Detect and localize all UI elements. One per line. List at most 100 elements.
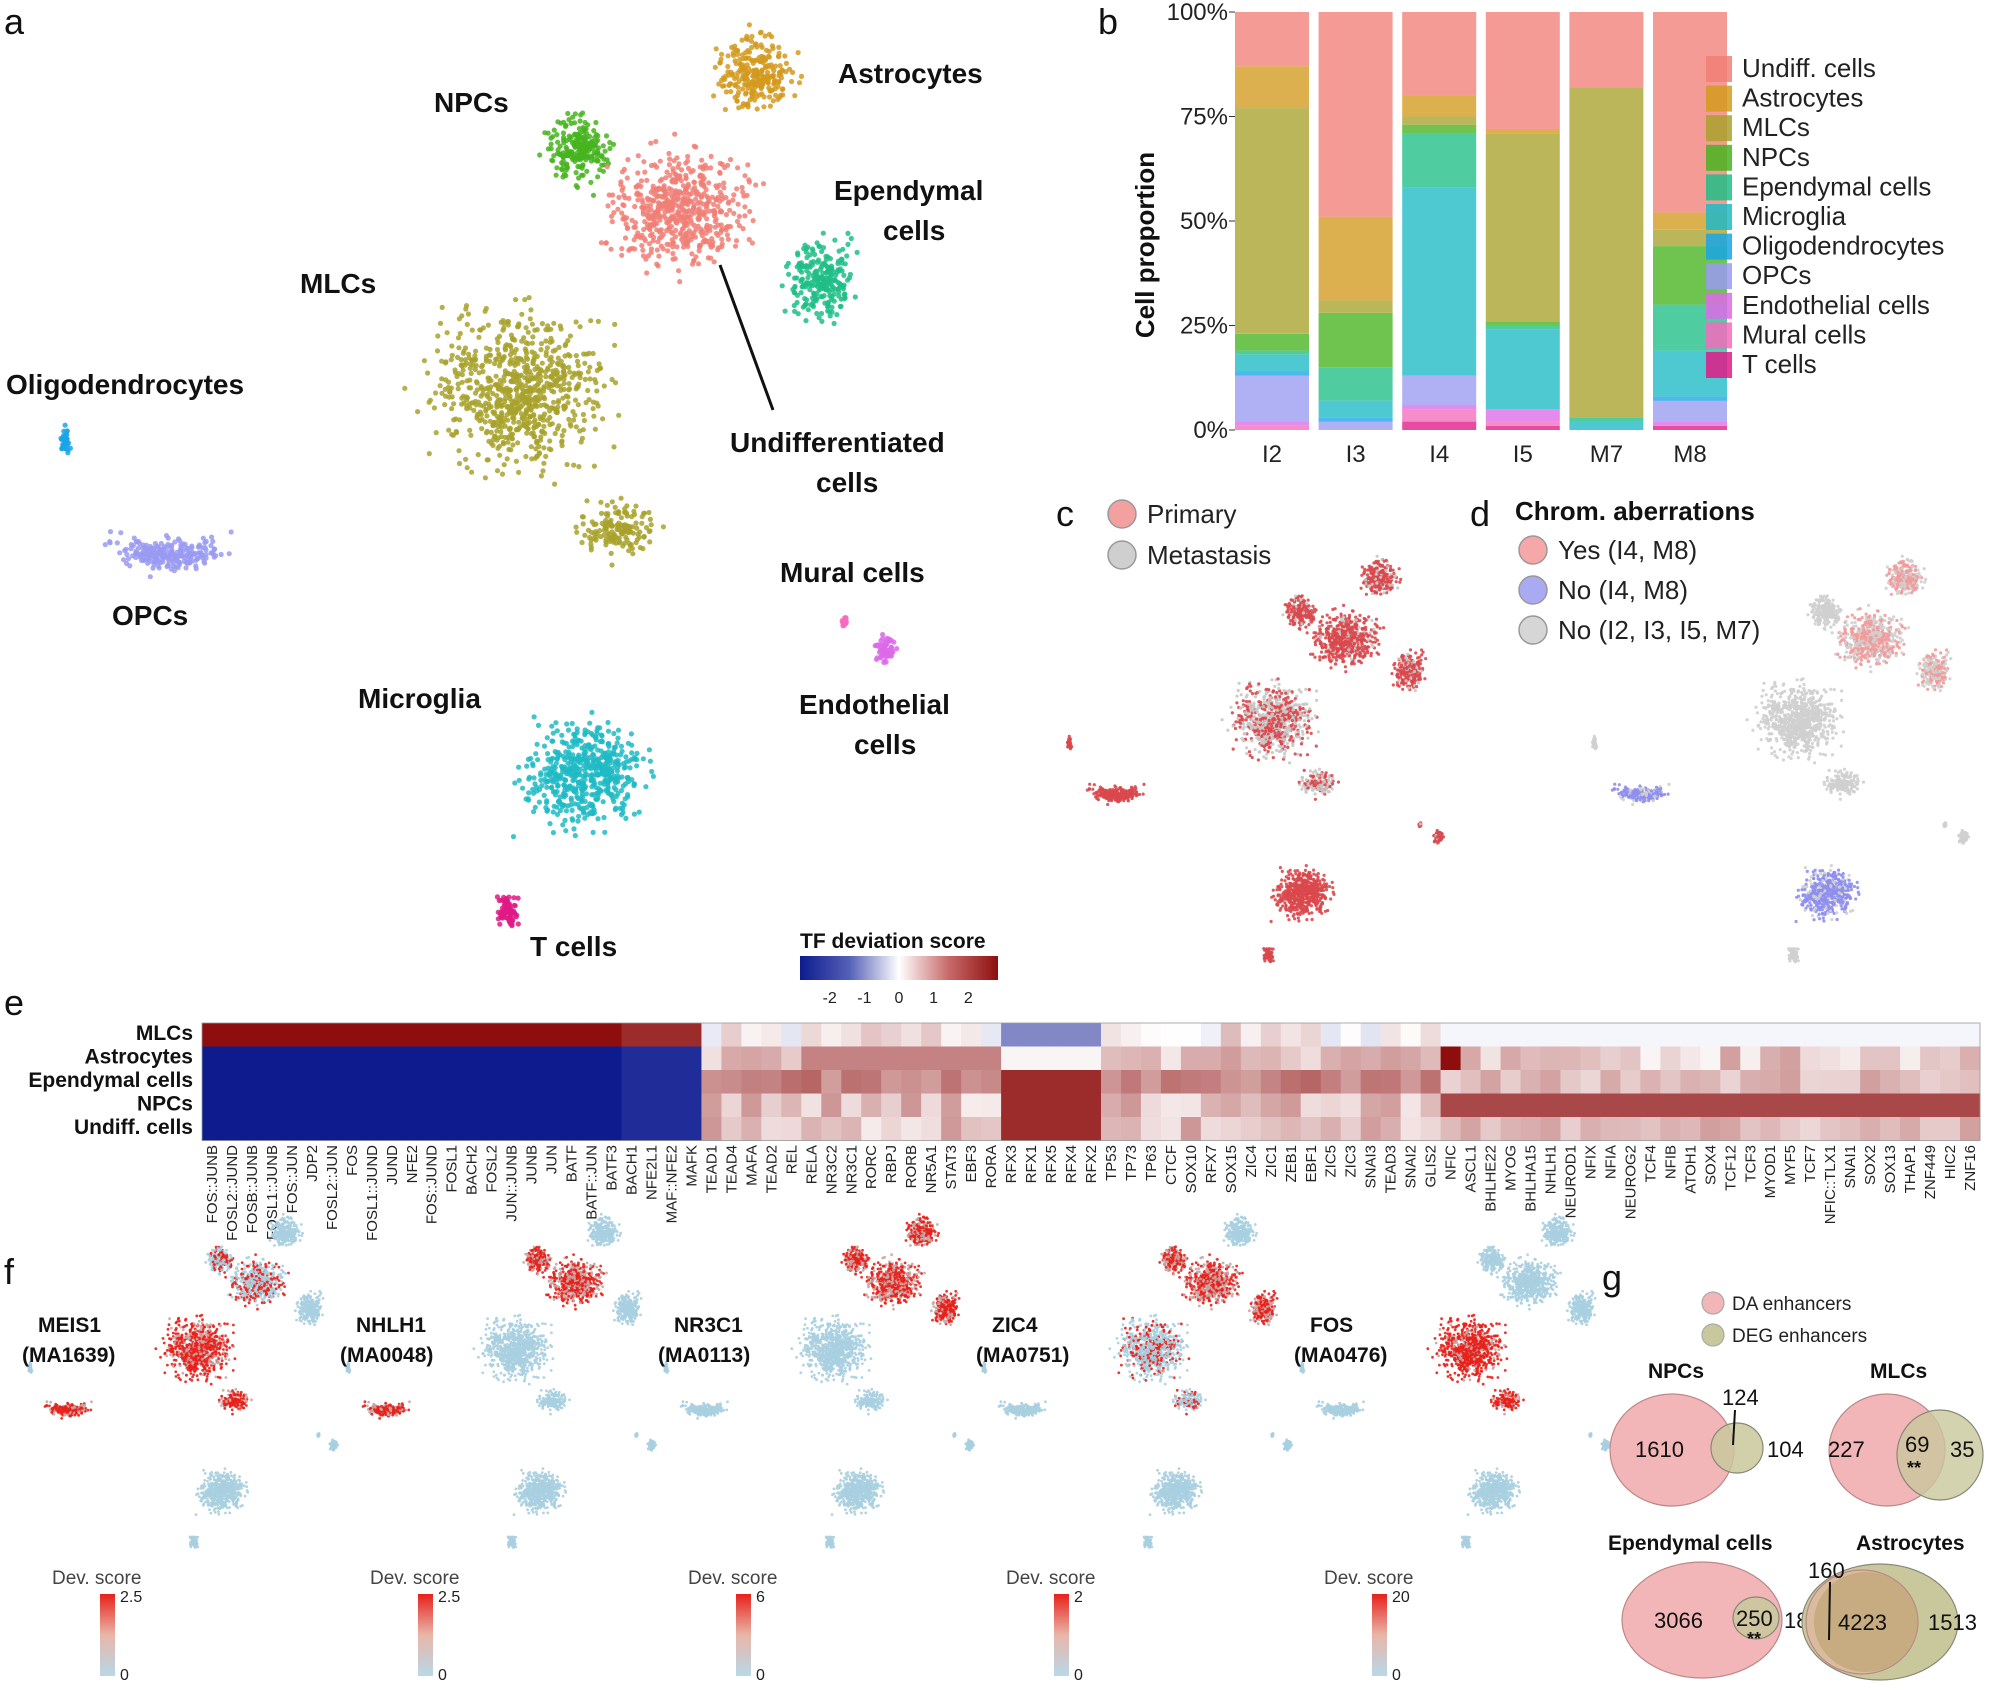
umap-point-mlc [604, 502, 610, 508]
umap-point-undiff [723, 212, 730, 218]
umap-point-mlc [582, 360, 588, 366]
umap-point-microglia [596, 763, 602, 769]
umap-point-endothelial [880, 635, 886, 641]
umap-point [1238, 725, 1242, 729]
bar-segment [1485, 325, 1560, 330]
umap-point-opc [150, 565, 156, 571]
umap-point-mlc [541, 385, 547, 391]
umap-point-opc [138, 557, 145, 564]
umap-point [1346, 640, 1350, 644]
umap-point-opc [102, 542, 108, 548]
umap-point-astro [735, 51, 741, 58]
umap-point-npc [554, 165, 560, 171]
umap-point-mlc [559, 432, 565, 439]
umap-point-undiff [742, 204, 748, 210]
umap-point-mlc [515, 440, 521, 446]
umap-point-mlc [459, 313, 465, 319]
umap-point-ependymal [834, 312, 840, 318]
umap-point [1375, 591, 1379, 595]
umap-point-mlc [448, 357, 454, 363]
umap-point-mlc [624, 510, 630, 517]
umap-point-mural [842, 617, 849, 623]
umap-point-undiff [658, 243, 664, 249]
umap-point-undiff [715, 247, 721, 253]
umap-point-microglia [578, 738, 584, 744]
umap-point [1299, 595, 1303, 599]
umap-point-microglia [554, 728, 560, 734]
umap-point [1356, 636, 1360, 641]
umap-point-undiff [735, 165, 741, 171]
umap-point-npc [595, 174, 601, 180]
umap-point [1343, 665, 1347, 669]
umap-point-npc [553, 172, 559, 178]
umap-point-opc [169, 551, 175, 557]
umap-point-undiff [670, 250, 676, 257]
umap-point-opc [133, 550, 139, 556]
umap-point-microglia [595, 772, 602, 778]
umap-point-npc [548, 141, 554, 147]
bar-segment [1402, 375, 1477, 405]
umap-point-mlc [497, 377, 503, 383]
umap-point-undiff [657, 193, 664, 199]
umap-point-undiff [701, 211, 707, 217]
umap-point-undiff [635, 170, 641, 176]
bar-segment [1235, 350, 1309, 355]
bar-segment [1318, 12, 1393, 217]
umap-point-microglia [609, 791, 615, 798]
umap-point [1277, 686, 1281, 691]
umap-point-undiff [647, 202, 654, 208]
umap-point-npc [564, 149, 570, 155]
umap-point-microglia [615, 790, 621, 797]
umap-point-mlc [587, 376, 593, 382]
umap-point-mlc [595, 318, 602, 324]
umap-point-mlc [495, 339, 501, 346]
umap-point [1297, 621, 1301, 625]
umap-point [1406, 652, 1410, 656]
umap-point-microglia [629, 742, 635, 748]
umap-point-opc [135, 545, 141, 551]
umap-point [1361, 581, 1366, 585]
umap-point-ependymal [832, 237, 838, 243]
umap-point [1270, 751, 1274, 755]
umap-point-astro [720, 75, 726, 81]
umap-point-npc [600, 168, 607, 174]
bar-ytick-label: 0% [1193, 417, 1228, 444]
umap-point [1288, 622, 1292, 626]
umap-point [1358, 619, 1362, 623]
umap-point-mlc [541, 411, 548, 417]
umap-point-mlc [551, 399, 557, 405]
umap-point-npc [589, 138, 595, 144]
umap-point [1410, 679, 1415, 684]
umap-point-opc [147, 558, 153, 564]
umap-point [1316, 730, 1320, 734]
umap-point-microglia [595, 725, 601, 731]
umap-point-astro [746, 22, 753, 28]
umap-point-microglia [567, 783, 573, 789]
umap-point [1324, 645, 1328, 649]
umap-point-npc [589, 153, 595, 159]
umap-point [1306, 598, 1310, 602]
umap-point-undiff [719, 241, 725, 247]
umap-point-microglia [631, 783, 637, 789]
umap-point [1375, 581, 1379, 585]
umap-point-opc [178, 553, 184, 559]
umap-point-tcells [509, 923, 515, 929]
umap-point-undiff [669, 199, 675, 205]
bar-legend-label: Ependymal cells [1742, 171, 1931, 201]
umap-point [1347, 654, 1352, 658]
umap-point-undiff [717, 209, 723, 215]
umap-point-astro [756, 78, 762, 84]
bar-segment [1569, 417, 1644, 422]
umap-point-undiff [696, 242, 703, 248]
umap-point-mlc [575, 370, 582, 376]
umap-point-microglia [562, 817, 568, 824]
umap-point-mlc [630, 551, 636, 557]
umap-point-undiff [697, 199, 703, 205]
umap-point-undiff [632, 203, 638, 210]
umap-point-undiff [695, 261, 702, 267]
umap-point-microglia [563, 808, 570, 814]
umap-point-mlc [580, 514, 586, 520]
umap-point-mlc [527, 385, 534, 391]
umap-point-undiff [735, 201, 741, 207]
umap-point-astro [725, 63, 731, 70]
